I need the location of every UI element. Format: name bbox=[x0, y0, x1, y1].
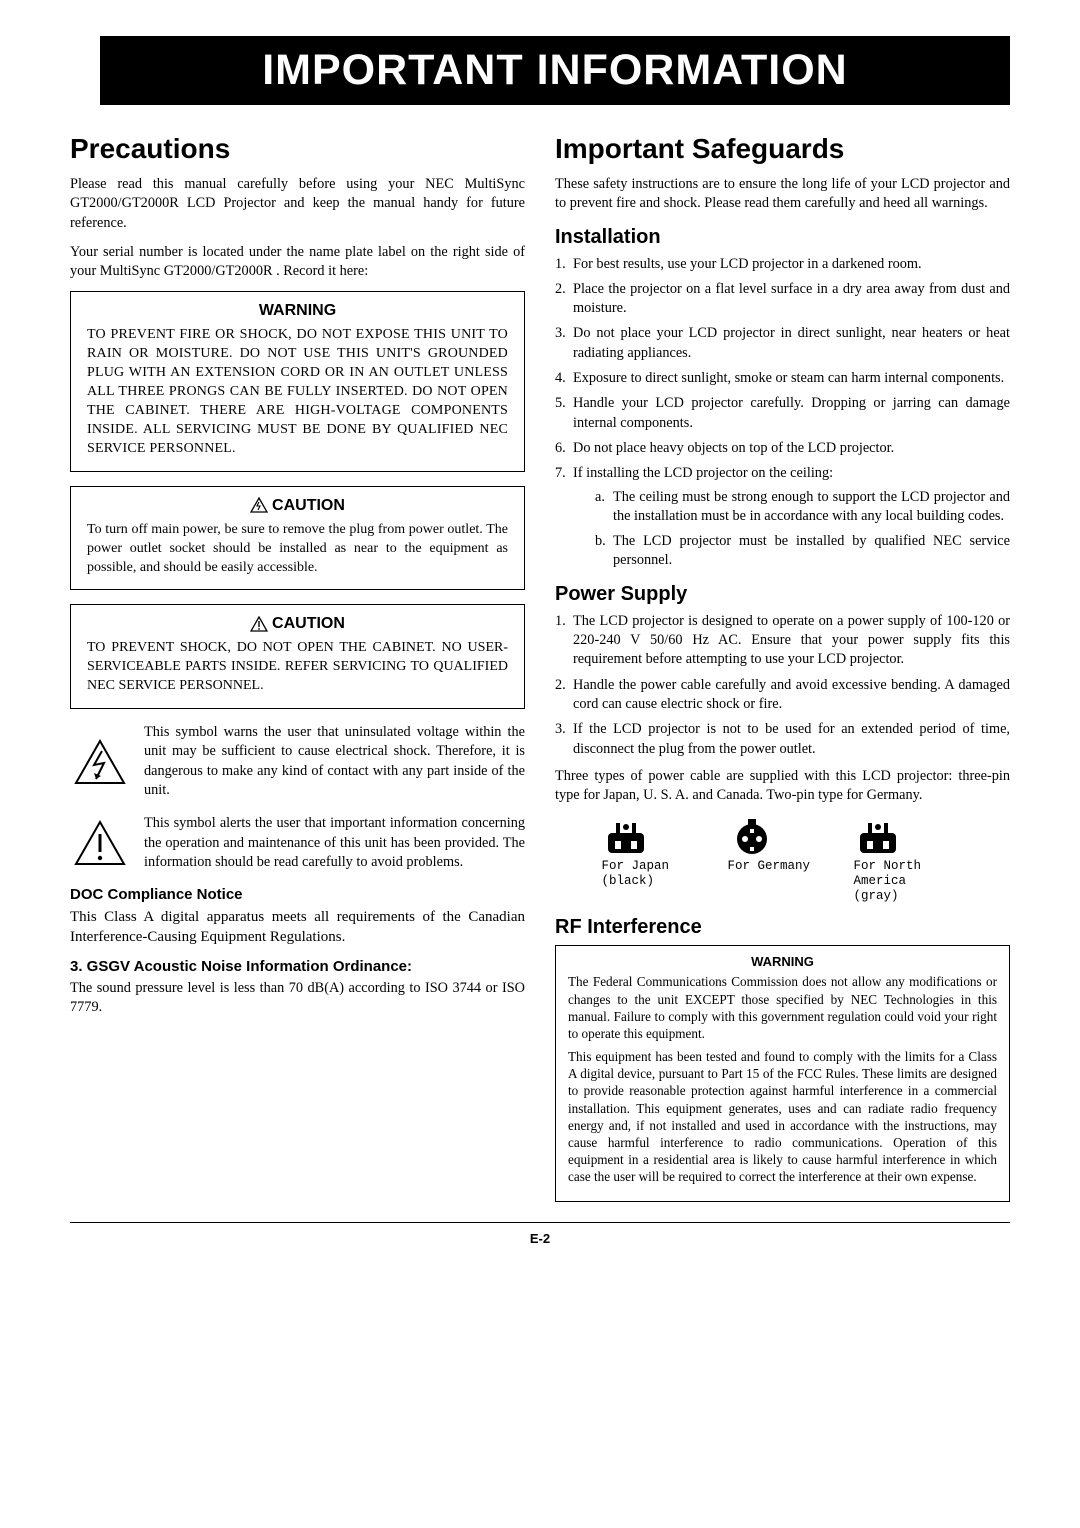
plug-japan-icon bbox=[602, 815, 650, 855]
installation-item: 2.Place the projector on a flat level su… bbox=[555, 280, 1010, 319]
symbol-shock-row: This symbol warns the user that uninsula… bbox=[70, 723, 525, 800]
installation-sublist: a.The ceiling must be strong enough to s… bbox=[573, 488, 1010, 571]
power-item-text: Handle the power cable carefully and avo… bbox=[573, 677, 1010, 712]
caution-box-2: CAUTION TO PREVENT SHOCK, DO NOT OPEN TH… bbox=[70, 604, 525, 709]
rf-warning-p1: The Federal Communications Commission do… bbox=[568, 973, 997, 1042]
plug-germany-icon bbox=[728, 815, 776, 855]
power-list: 1.The LCD projector is designed to opera… bbox=[555, 612, 1010, 759]
installation-item: 1.For best results, use your LCD project… bbox=[555, 255, 1010, 274]
rf-warning-p2: This equipment has been tested and found… bbox=[568, 1048, 997, 1185]
caution1-title-text: CAUTION bbox=[272, 497, 345, 514]
installation-item: 5.Handle your LCD projector carefully. D… bbox=[555, 394, 1010, 433]
safeguards-heading: Important Safeguards bbox=[555, 133, 1010, 165]
power-item: 2.Handle the power cable carefully and a… bbox=[555, 676, 1010, 715]
symbol-info-row: This symbol alerts the user that importa… bbox=[70, 814, 525, 872]
power-item: 1.The LCD projector is designed to opera… bbox=[555, 612, 1010, 670]
gsgv-body: The sound pressure level is less than 70… bbox=[70, 979, 525, 1018]
plug-north-america: For North America (gray) bbox=[854, 815, 964, 904]
installation-item: 3.Do not place your LCD projector in dir… bbox=[555, 324, 1010, 363]
installation-item-text: For best results, use your LCD projector… bbox=[573, 256, 922, 272]
installation-item-text: If installing the LCD projector on the c… bbox=[573, 465, 833, 481]
left-column: Precautions Please read this manual care… bbox=[70, 133, 525, 1202]
installation-item: 6.Do not place heavy objects on top of t… bbox=[555, 439, 1010, 458]
two-column-layout: Precautions Please read this manual care… bbox=[70, 133, 1010, 1202]
warning-body: TO PREVENT FIRE OR SHOCK, DO NOT EXPOSE … bbox=[87, 326, 508, 458]
installation-list: 1.For best results, use your LCD project… bbox=[555, 255, 1010, 571]
installation-subitem-text: The LCD projector must be installed by q… bbox=[613, 533, 1010, 568]
caution-triangle-shock-icon bbox=[250, 497, 268, 513]
exclaim-triangle-icon bbox=[70, 814, 130, 872]
page-title-bar: IMPORTANT INFORMATION bbox=[100, 36, 1010, 105]
caution1-title: CAUTION bbox=[87, 497, 508, 515]
page-number: E-2 bbox=[70, 1231, 1010, 1246]
installation-subitem: a.The ceiling must be strong enough to s… bbox=[595, 488, 1010, 527]
installation-item-text: Exposure to direct sunlight, smoke or st… bbox=[573, 370, 1004, 386]
power-item-text: If the LCD projector is not to be used f… bbox=[573, 721, 1010, 756]
installation-subitem: b.The LCD projector must be installed by… bbox=[595, 532, 1010, 571]
power-item: 3.If the LCD projector is not to be used… bbox=[555, 720, 1010, 759]
caution2-title-text: CAUTION bbox=[272, 615, 345, 632]
installation-item-text: Place the projector on a flat level surf… bbox=[573, 281, 1010, 316]
installation-heading: Installation bbox=[555, 226, 1010, 249]
footer-rule bbox=[70, 1222, 1010, 1223]
warning-title: WARNING bbox=[87, 302, 508, 320]
installation-subitem-text: The ceiling must be strong enough to sup… bbox=[613, 489, 1010, 524]
installation-item: 7.If installing the LCD projector on the… bbox=[555, 464, 1010, 570]
plug-japan-label: For Japan (black) bbox=[602, 859, 712, 889]
plug-na-label: For North America (gray) bbox=[854, 859, 964, 904]
power-supply-heading: Power Supply bbox=[555, 583, 1010, 606]
caution-triangle-exclaim-icon bbox=[250, 616, 268, 632]
power-item-text: The LCD projector is designed to operate… bbox=[573, 613, 1010, 668]
symbol-info-text: This symbol alerts the user that importa… bbox=[144, 814, 525, 872]
plug-na-icon bbox=[854, 815, 902, 855]
safeguards-intro: These safety instructions are to ensure … bbox=[555, 175, 1010, 214]
installation-item-text: Do not place heavy objects on top of the… bbox=[573, 440, 894, 456]
installation-item: 4.Exposure to direct sunlight, smoke or … bbox=[555, 369, 1010, 388]
precautions-intro-2: Your serial number is located under the … bbox=[70, 243, 525, 282]
power-note: Three types of power cable are supplied … bbox=[555, 767, 1010, 806]
caution1-body: To turn off main power, be sure to remov… bbox=[87, 521, 508, 578]
shock-triangle-icon bbox=[70, 723, 130, 800]
precautions-intro-1: Please read this manual carefully before… bbox=[70, 175, 525, 233]
gsgv-title: 3. GSGV Acoustic Noise Information Ordin… bbox=[70, 958, 525, 975]
caution2-body: TO PREVENT SHOCK, DO NOT OPEN THE CABINE… bbox=[87, 639, 508, 696]
right-column: Important Safeguards These safety instru… bbox=[555, 133, 1010, 1202]
installation-item-text: Do not place your LCD projector in direc… bbox=[573, 325, 1010, 360]
plug-japan: For Japan (black) bbox=[602, 815, 712, 904]
plug-illustration-row: For Japan (black) For Germany bbox=[555, 815, 1010, 904]
rf-warning-title: WARNING bbox=[568, 954, 997, 969]
doc-compliance-body: This Class A digital apparatus meets all… bbox=[70, 907, 525, 948]
precautions-heading: Precautions bbox=[70, 133, 525, 165]
rf-interference-heading: RF Interference bbox=[555, 916, 1010, 939]
symbol-shock-text: This symbol warns the user that uninsula… bbox=[144, 723, 525, 800]
doc-compliance-title: DOC Compliance Notice bbox=[70, 886, 525, 903]
caution2-title: CAUTION bbox=[87, 615, 508, 633]
plug-germany-label: For Germany bbox=[728, 859, 838, 874]
rf-warning-box: WARNING The Federal Communications Commi… bbox=[555, 945, 1010, 1202]
caution-box-1: CAUTION To turn off main power, be sure … bbox=[70, 486, 525, 591]
warning-box: WARNING TO PREVENT FIRE OR SHOCK, DO NOT… bbox=[70, 291, 525, 471]
installation-item-text: Handle your LCD projector carefully. Dro… bbox=[573, 395, 1010, 430]
plug-germany: For Germany bbox=[728, 815, 838, 904]
